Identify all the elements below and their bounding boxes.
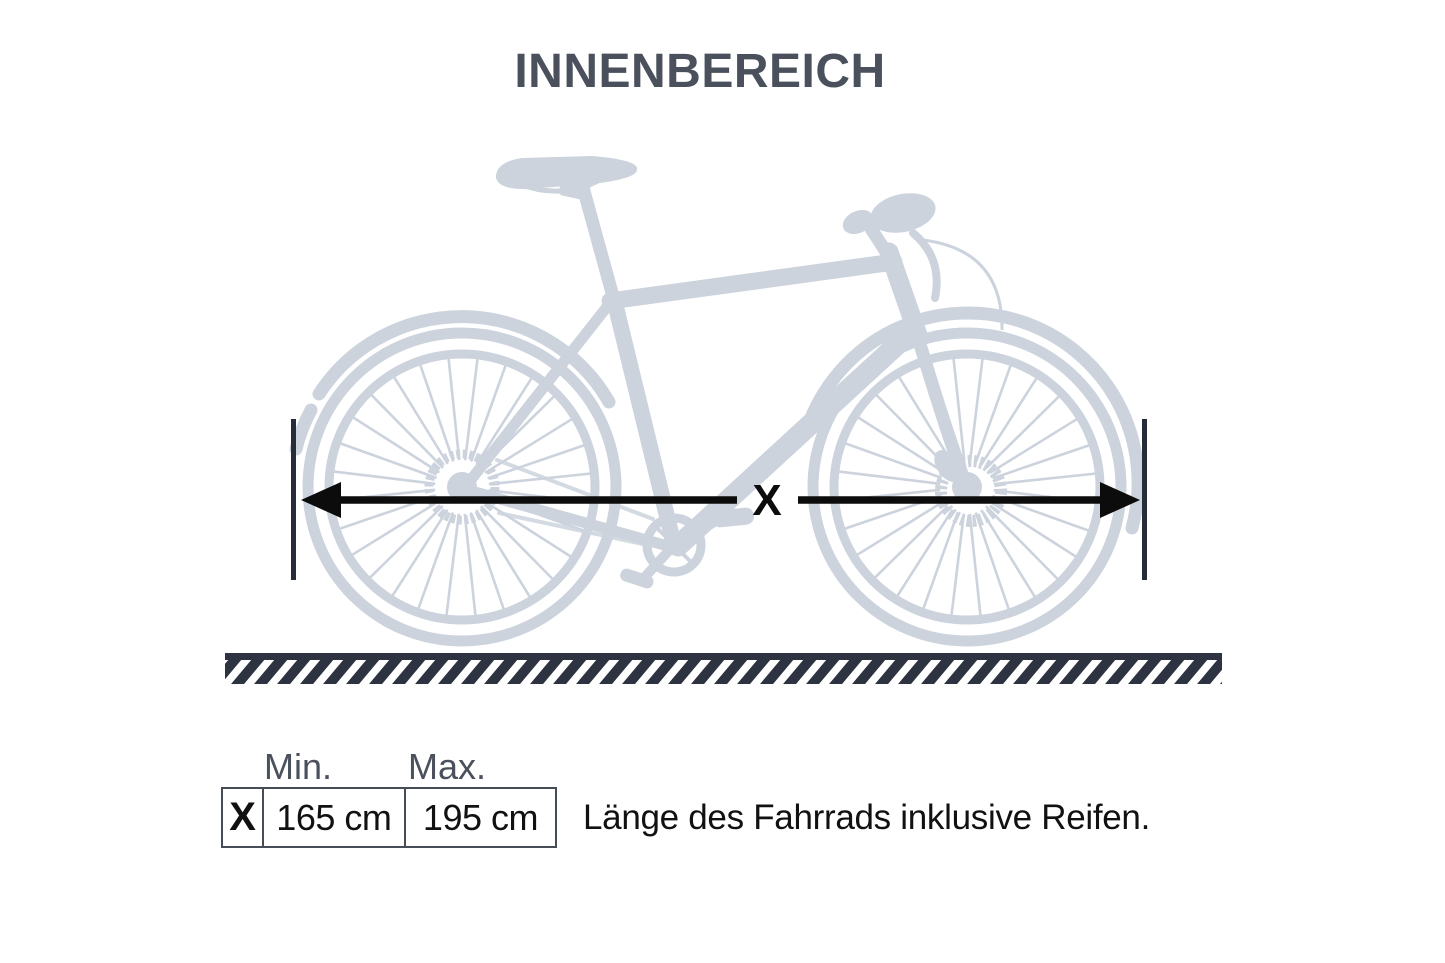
table-header-max: Max.: [408, 746, 487, 787]
measurement: X: [291, 419, 1147, 580]
table-header-min: Min.: [264, 746, 333, 787]
bicycle-silhouette-icon: [289, 156, 1145, 647]
dimension-description: Länge des Fahrrads inklusive Reifen.: [583, 797, 1151, 837]
dimension-table-row: X 165 cm 195 cm: [221, 787, 557, 848]
fenders: [289, 306, 1145, 535]
table-cell-max-value: 195 cm: [403, 789, 555, 846]
ground-hatch: [225, 653, 1222, 684]
crankset: [495, 458, 755, 589]
frame: [460, 184, 973, 557]
dimension-label: X: [752, 476, 781, 525]
handlebar: [842, 193, 1004, 331]
table-cell-label: X: [229, 795, 256, 839]
page-title: INNENBEREICH: [514, 45, 886, 98]
dimension-arrow: [301, 482, 1140, 518]
bike-length-diagram: X: [225, 156, 1222, 684]
table-cell-min-value: 165 cm: [261, 789, 404, 846]
saddle: [495, 156, 638, 201]
